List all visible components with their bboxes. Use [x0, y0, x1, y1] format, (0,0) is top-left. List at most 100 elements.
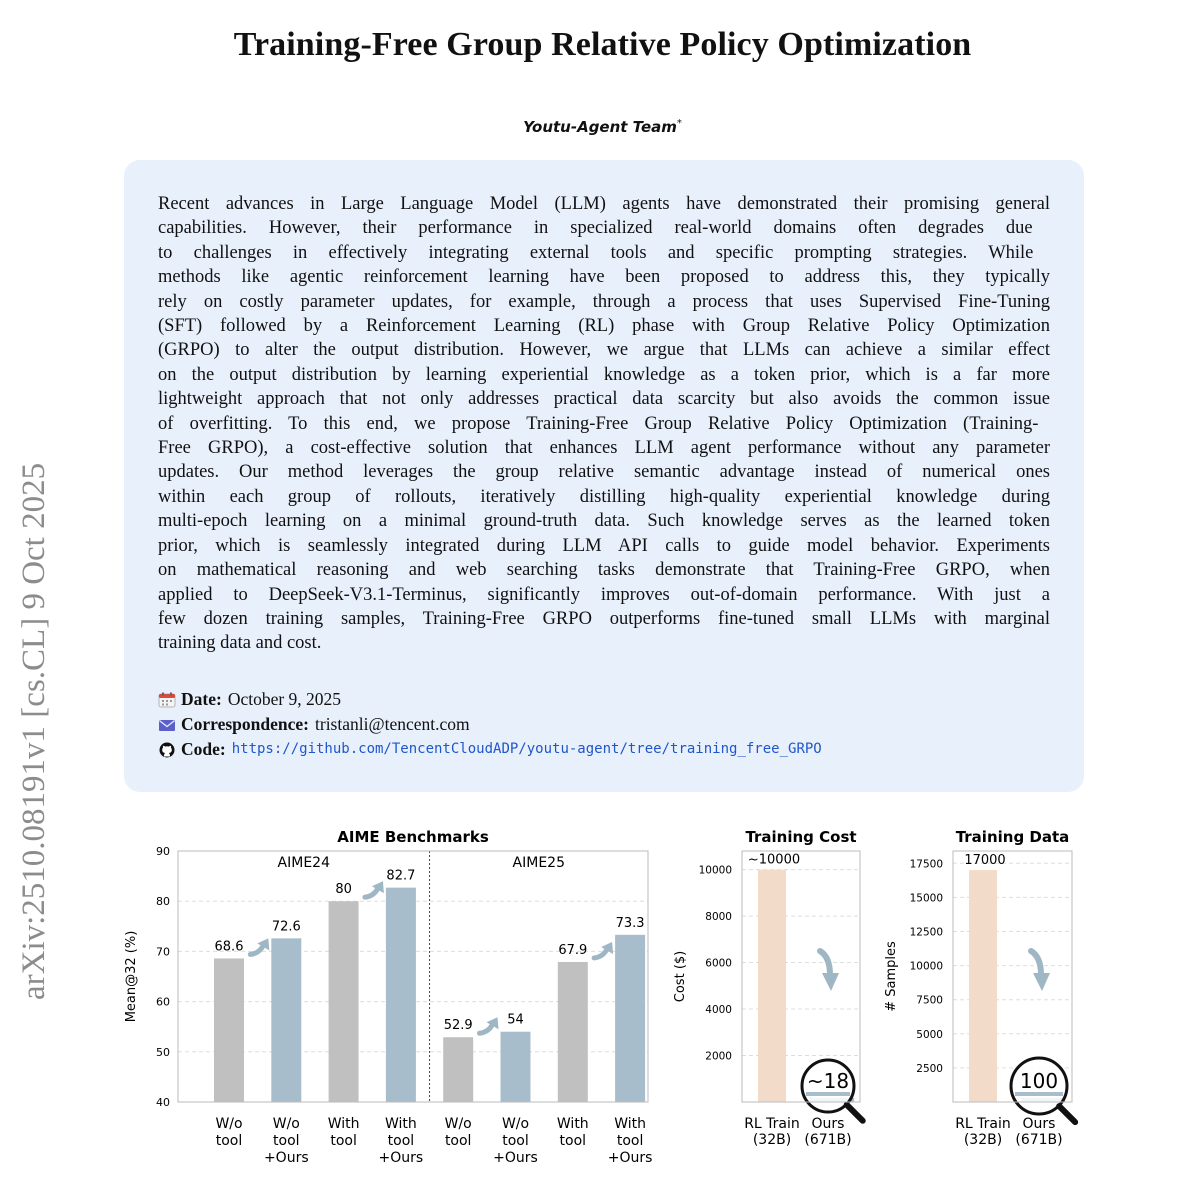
author-line: Youtu-Agent Team*	[0, 118, 1200, 136]
x-tick-label: W/o	[445, 1116, 472, 1132]
bar	[328, 901, 359, 1102]
trend-arrowhead	[257, 938, 270, 951]
data-label: 54	[507, 1013, 524, 1028]
code-repository-link[interactable]: https://github.com/TencentCloudADP/youtu…	[231, 741, 822, 757]
results-figure: AIME Benchmarks 40 50 60 70 80 90 Mean@32 (%) 68…	[110, 820, 1110, 1180]
x-tick-label: (671B)	[804, 1132, 851, 1148]
abstract-line: few dozen training samples, Training-Fre…	[158, 608, 1050, 629]
arxiv-side-identifier: arXiv:2510.08191v1 [cs.CL] 9 Oct 2025	[0, 310, 72, 1010]
abstract-line: Free GRPO), a cost-effective solution th…	[158, 438, 1050, 459]
x-tick-label: (671B)	[1015, 1132, 1062, 1148]
abstract-line: multi-epoch learning on a minimal ground…	[158, 511, 1050, 532]
x-tick-label: +Ours	[264, 1150, 309, 1166]
x-tick-label: With	[557, 1116, 589, 1132]
x-tick-label: Ours	[812, 1116, 845, 1132]
chart-title: Training Data	[956, 828, 1070, 846]
x-tick-label: With	[385, 1116, 417, 1132]
abstract-line: (SFT) followed by a Reinforcement Learni…	[158, 316, 1050, 337]
y-tick-label: 10000	[910, 961, 943, 973]
bar	[969, 870, 997, 1102]
date-row: Date: October 9, 2025	[158, 687, 1050, 712]
calendar-icon	[158, 692, 176, 707]
x-tick-label: +Ours	[379, 1150, 424, 1166]
trend-arrow-icon	[477, 1021, 495, 1036]
data-label: 67.9	[558, 943, 587, 958]
y-tick-label: 60	[156, 996, 170, 1009]
correspondence-email[interactable]: tristanli@tencent.com	[315, 714, 470, 734]
x-tick-label: tool	[388, 1133, 415, 1149]
abstract-text: Recent advances in Large Language Model …	[158, 192, 1050, 656]
magnifier-icon	[1009, 1056, 1069, 1116]
y-tick-label: 6000	[705, 958, 732, 970]
date-label: Date:	[181, 689, 222, 709]
y-tick-label: 4000	[705, 1004, 732, 1016]
data-label: 82.7	[386, 869, 415, 884]
bar	[500, 1031, 531, 1102]
abstract-line: lightweight approach that not only addre…	[158, 389, 1050, 410]
abstract-line: rely on costly parameter updates, for ex…	[158, 291, 1050, 312]
x-tick-label: W/o	[273, 1116, 300, 1132]
trend-arrow-icon	[362, 885, 381, 900]
abstract-line: methods like agentic reinforcement learn…	[158, 267, 1050, 288]
x-tick-label: With	[328, 1116, 360, 1132]
author-name: Youtu-Agent Team	[523, 118, 677, 136]
aime-benchmarks-chart: AIME Benchmarks 40 50 60 70 80 90 Mean@32 (%) 68…	[124, 828, 652, 1166]
abstract-line: on the output distribution by learning e…	[158, 364, 1050, 385]
envelope-icon	[159, 719, 175, 731]
correspondence-row: Correspondence: tristanli@tencent.com	[158, 712, 1050, 737]
data-label: 68.6	[215, 939, 244, 954]
bar	[271, 938, 302, 1102]
y-tick-label: 90	[156, 845, 170, 858]
x-tick-label: (32B)	[753, 1132, 791, 1148]
bar	[214, 958, 244, 1102]
decrease-arrowhead	[1033, 973, 1050, 991]
chart-title: AIME Benchmarks	[337, 828, 489, 846]
y-tick-label: 50	[156, 1046, 170, 1059]
magnifier-handle	[1056, 1103, 1079, 1126]
abstract-line: capabilities. However, their performance…	[158, 218, 1033, 239]
data-label: 100	[1020, 1069, 1058, 1093]
abstract-line: (GRPO) to alter the output distribution.…	[158, 340, 1050, 361]
data-label: 72.6	[272, 919, 301, 934]
y-tick-label: 5000	[916, 1029, 943, 1041]
date-value: October 9, 2025	[227, 689, 342, 709]
y-tick-label: 80	[156, 895, 170, 908]
bar	[557, 961, 588, 1102]
x-tick-label: Ours	[1023, 1116, 1056, 1132]
trend-arrow-icon	[591, 946, 610, 961]
trend-arrowhead	[486, 1017, 499, 1030]
training-cost-chart: Training Cost 2000 4000 6000 8000 10000 Cost (…	[673, 828, 866, 1148]
x-tick-label: tool	[617, 1133, 644, 1149]
data-label: ~18	[807, 1069, 849, 1093]
x-tick-label: tool	[216, 1133, 243, 1149]
y-tick-label: 40	[156, 1096, 170, 1109]
x-tick-label: tool	[330, 1133, 357, 1149]
x-tick-label: With	[614, 1116, 646, 1132]
github-icon	[159, 742, 175, 757]
abstract-line: to challenges in effectively integrating…	[158, 242, 1034, 263]
y-tick-label: 15000	[910, 892, 943, 904]
decrease-arrowhead	[822, 973, 839, 991]
decrease-arrow-icon	[817, 948, 833, 978]
trend-arrowhead	[601, 941, 614, 954]
y-axis-label: Mean@32 (%)	[124, 931, 139, 1023]
data-label: 17000	[964, 853, 1005, 868]
y-tick-label: 12500	[910, 926, 943, 938]
x-tick-label: tool	[273, 1133, 300, 1149]
x-tick-label: RL Train	[955, 1116, 1011, 1132]
abstract-box: Recent advances in Large Language Model …	[124, 160, 1084, 792]
data-label: 80	[335, 882, 352, 897]
correspondence-label: Correspondence:	[181, 714, 309, 734]
code-label: Code:	[181, 739, 226, 759]
y-axis-label: Cost ($)	[673, 951, 688, 1002]
x-tick-label: +Ours	[493, 1150, 538, 1166]
x-tick-label: W/o	[502, 1116, 529, 1132]
y-tick-label: 2000	[705, 1051, 732, 1063]
abstract-line: within each group of rollouts, iterative…	[158, 486, 1050, 507]
x-tick-label: W/o	[215, 1116, 242, 1132]
abstract-line: prior, which is seamlessly integrated du…	[158, 535, 1050, 556]
bar	[385, 887, 416, 1102]
abstract-line: on mathematical reasoning and web search…	[158, 560, 1050, 581]
trend-arrow-icon	[247, 942, 266, 957]
plot-frame	[177, 850, 649, 1103]
